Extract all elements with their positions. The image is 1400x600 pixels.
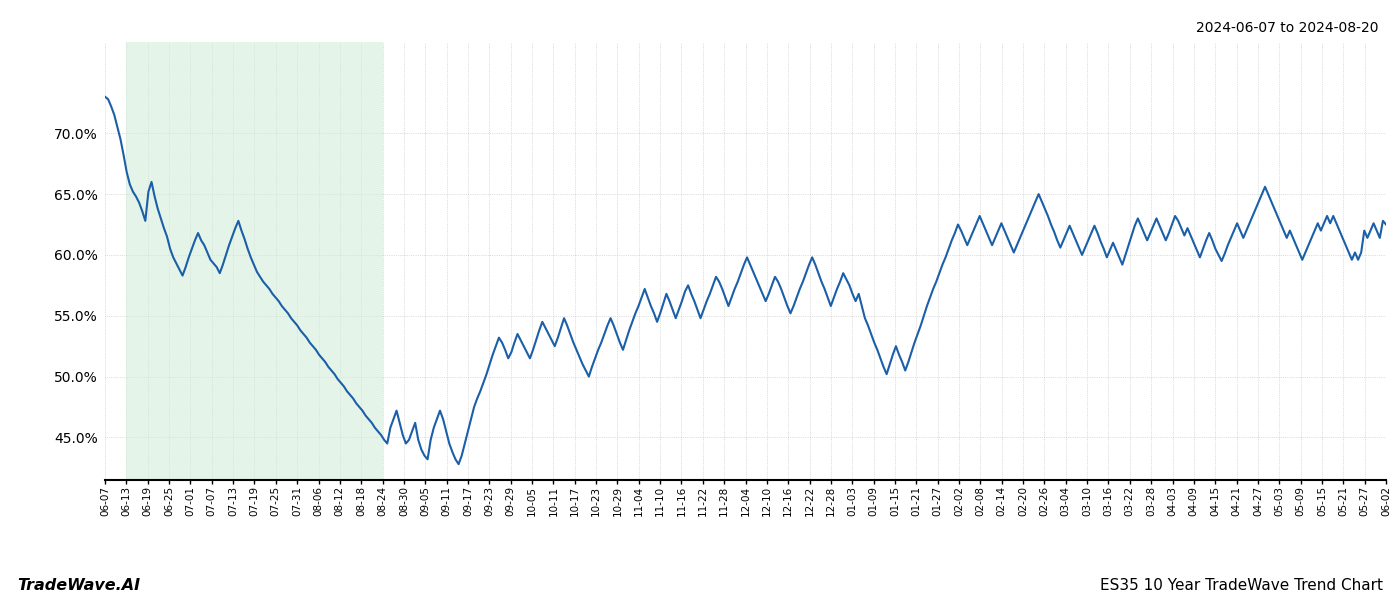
Text: ES35 10 Year TradeWave Trend Chart: ES35 10 Year TradeWave Trend Chart [1100, 578, 1383, 593]
Text: 2024-06-07 to 2024-08-20: 2024-06-07 to 2024-08-20 [1197, 21, 1379, 35]
Bar [126, 42, 382, 480]
Text: TradeWave.AI: TradeWave.AI [17, 578, 140, 593]
